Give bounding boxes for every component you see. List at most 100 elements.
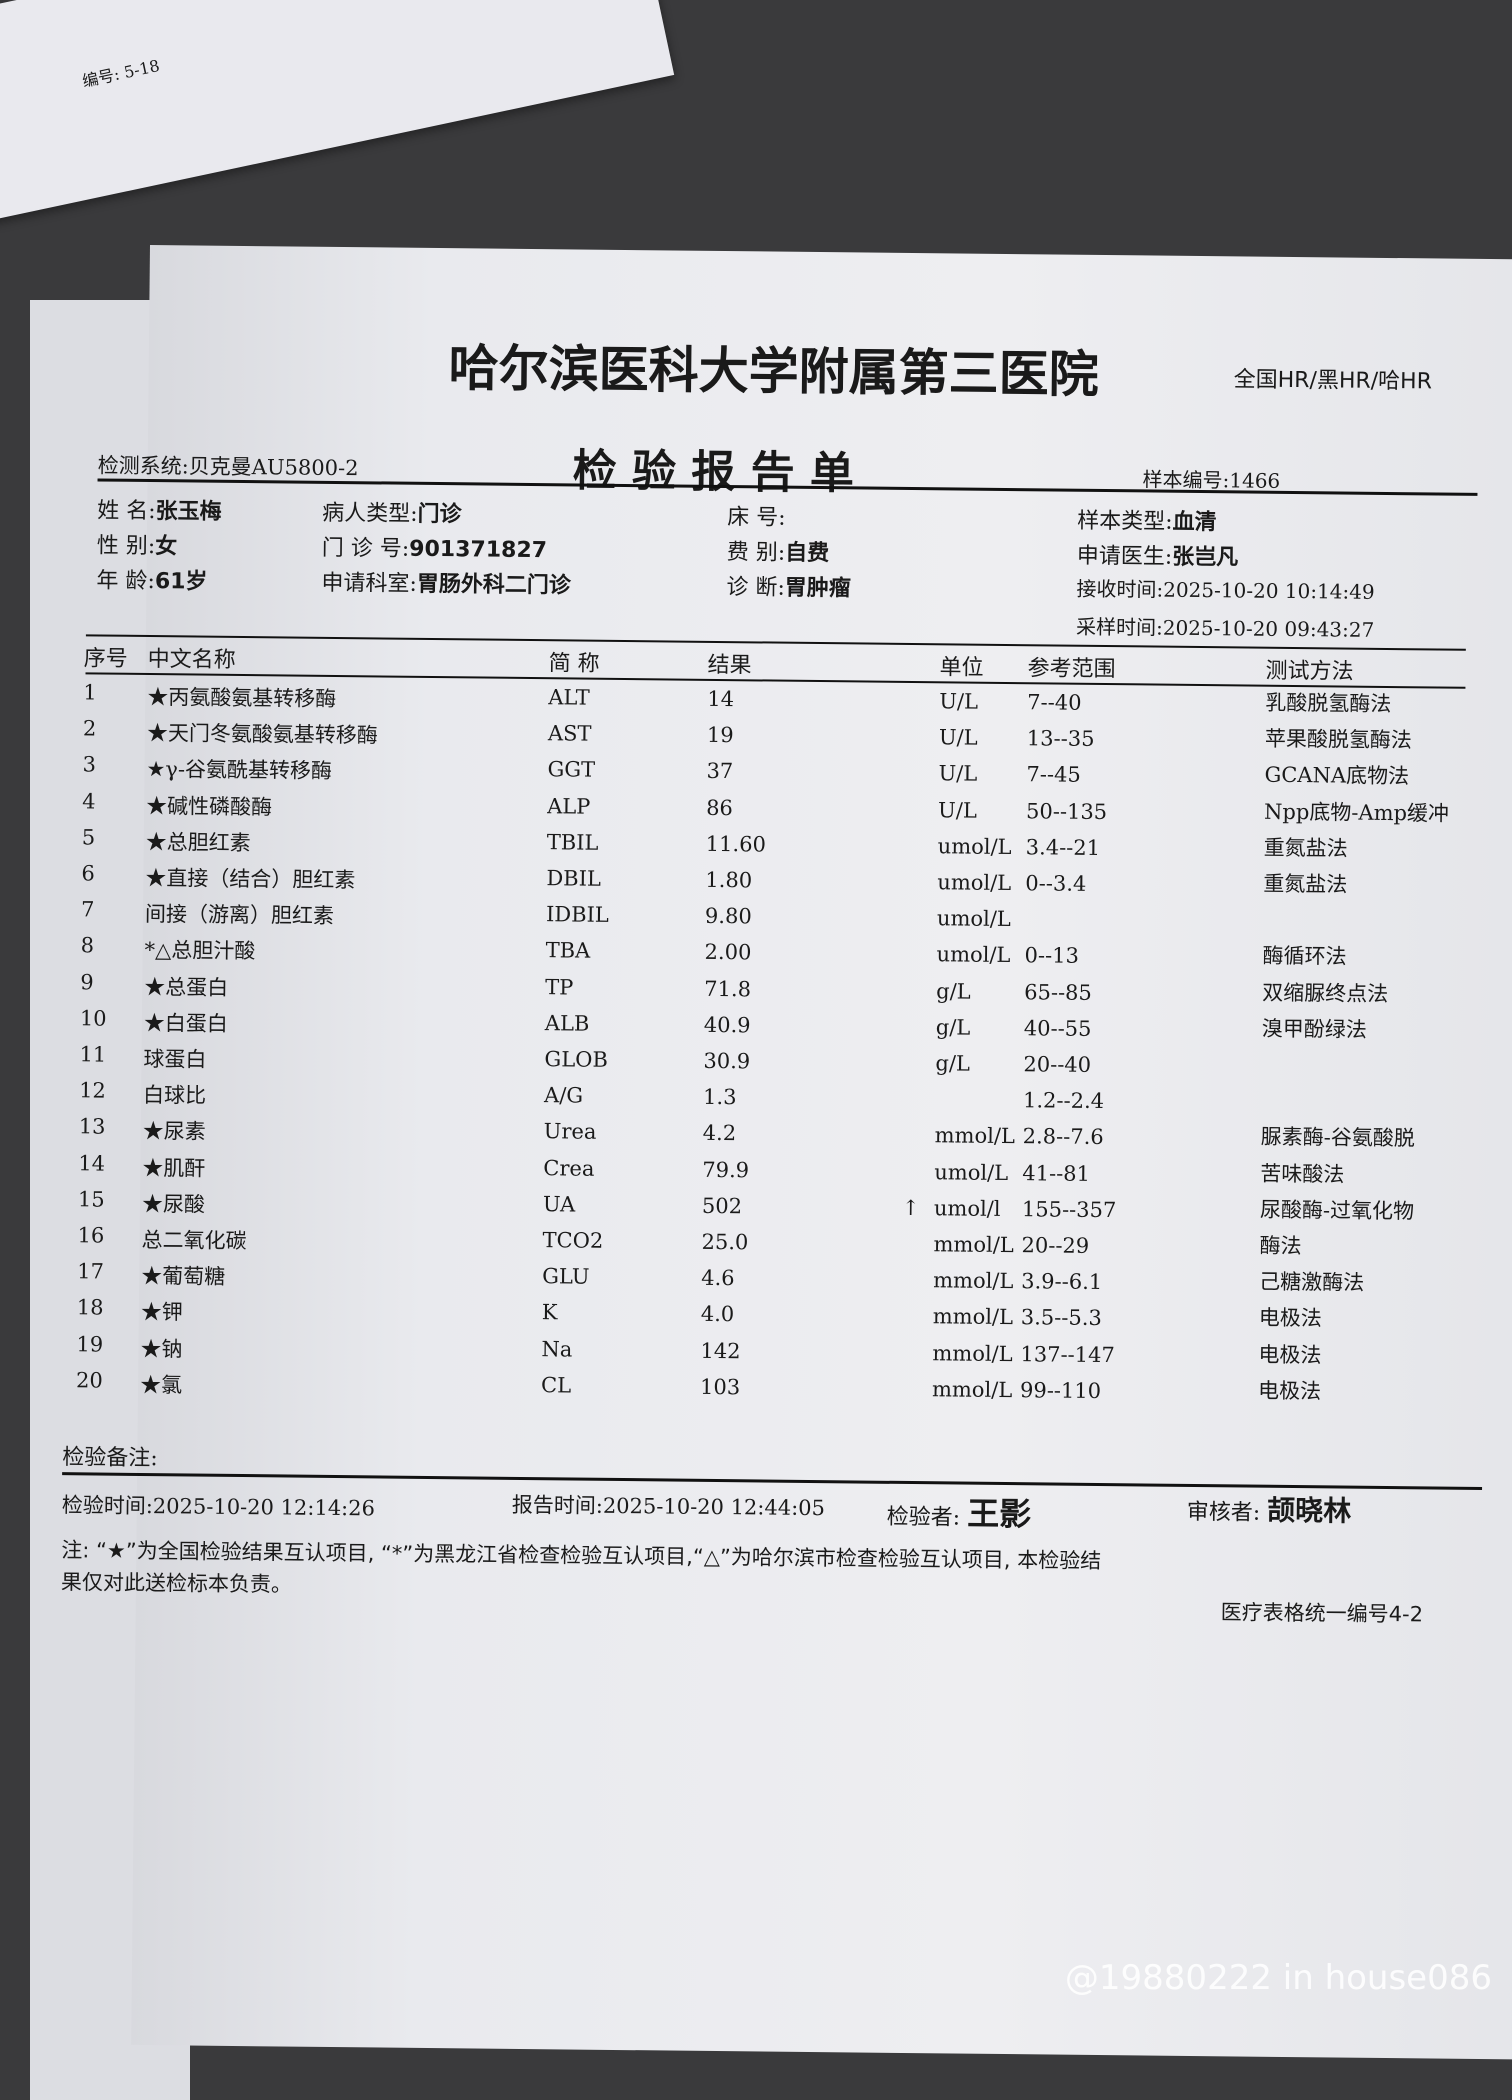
cell-result: 86 <box>706 795 733 819</box>
cell-seq: 3 <box>82 753 96 777</box>
cell-unit: umol/l <box>934 1196 1001 1221</box>
cell-seq: 17 <box>77 1259 104 1283</box>
cell-abbr: Urea <box>544 1120 597 1145</box>
cell-abbr: TCO2 <box>542 1228 603 1253</box>
cell-seq: 10 <box>80 1006 107 1030</box>
cell-name: ★钾 <box>141 1296 183 1326</box>
cell-name: ★天门冬氨酸氨基转移酶 <box>147 717 378 749</box>
cell-seq: 20 <box>76 1368 103 1392</box>
cell-range: 7--45 <box>1026 763 1081 788</box>
cell-method: 酶法 <box>1259 1230 1301 1260</box>
cell-unit: mmol/L <box>935 1124 1015 1149</box>
cell-range: 137--147 <box>1020 1342 1115 1367</box>
cell-result: 4.6 <box>701 1266 735 1290</box>
cell-seq: 6 <box>81 861 95 885</box>
cell-method: 重氮盐法 <box>1263 868 1347 899</box>
cell-abbr: ALB <box>545 1011 590 1035</box>
cell-method: 电极法 <box>1258 1374 1321 1405</box>
cell-abbr: Na <box>541 1337 572 1361</box>
age-label: 年 龄: <box>96 568 155 594</box>
form-number: 医疗表格统一编号4-2 <box>1221 1596 1424 1628</box>
cell-unit: g/L <box>935 1051 970 1075</box>
cell-abbr: CL <box>541 1373 571 1397</box>
cell-result: 2.00 <box>704 940 751 964</box>
cell-abbr: UA <box>543 1192 575 1216</box>
cell-name: ★γ-谷氨酰基转移酶 <box>146 753 332 785</box>
cell-method: 酶循环法 <box>1262 940 1346 971</box>
cell-unit: mmol/L <box>932 1341 1012 1366</box>
cell-name: ★总蛋白 <box>144 971 228 1002</box>
cell-method: 己糖激酶法 <box>1259 1266 1364 1297</box>
gender-label: 性 别: <box>97 533 156 559</box>
recognition-mark: 全国HR/黑HR/哈HR <box>1234 361 1433 395</box>
cell-result: 103 <box>700 1375 740 1399</box>
reviewer-signature: 颉晓林 <box>1267 1494 1351 1528</box>
cell-range: 1.2--2.4 <box>1023 1088 1104 1113</box>
type-label: 病人类型: <box>322 501 418 527</box>
cell-range: 0--13 <box>1024 944 1079 969</box>
patient-type: 门诊 <box>417 502 461 527</box>
header-range: 参考范围 <box>1027 650 1115 683</box>
cell-unit: U/L <box>939 725 978 749</box>
cell-seq: 9 <box>80 970 94 994</box>
doctor-label: 申请医生: <box>1077 544 1173 570</box>
cell-abbr: GLOB <box>544 1047 608 1072</box>
cell-range: 3.4--21 <box>1026 835 1101 860</box>
cell-seq: 1 <box>83 680 97 704</box>
cell-seq: 18 <box>77 1296 104 1320</box>
cell-abbr: TBIL <box>547 830 599 855</box>
dept-label: 申请科室: <box>321 571 417 597</box>
header-seq: 序号 <box>84 640 128 672</box>
cell-seq: 4 <box>82 789 96 813</box>
header-method: 测试方法 <box>1265 653 1353 686</box>
cell-method: GCANA底物法 <box>1264 759 1409 791</box>
cell-seq: 13 <box>79 1115 106 1139</box>
cell-name: ★白蛋白 <box>144 1007 228 1038</box>
cell-unit: U/L <box>939 689 978 713</box>
cell-method: 重氮盐法 <box>1264 831 1348 862</box>
cell-method: 双缩脲终点法 <box>1262 976 1388 1007</box>
cell-unit: umol/L <box>934 1160 1008 1185</box>
cell-name: ★碱性磷酸酶 <box>146 790 272 821</box>
fee-type: 自费 <box>785 541 829 566</box>
cell-unit: g/L <box>936 1015 971 1039</box>
cell-result: 19 <box>707 723 734 747</box>
cell-unit: mmol/L <box>933 1232 1013 1257</box>
cell-name: ★肌酐 <box>142 1152 205 1183</box>
cell-abbr: ALP <box>547 794 590 818</box>
cell-name: 白球比 <box>143 1079 206 1110</box>
cell-range: 155--357 <box>1022 1197 1117 1222</box>
cell-range: 41--81 <box>1022 1161 1090 1186</box>
cell-name: ★钠 <box>140 1333 182 1363</box>
cell-unit: mmol/L <box>933 1305 1013 1330</box>
cell-flag: ↑ <box>902 1196 920 1220</box>
cell-result: 502 <box>702 1194 742 1218</box>
cell-seq: 7 <box>81 898 95 922</box>
test-time: 检验时间:2025-10-20 12:14:26 <box>62 1489 375 1522</box>
name-label: 姓 名: <box>97 498 156 524</box>
cell-unit: g/L <box>936 979 971 1003</box>
cell-unit: U/L <box>938 798 977 822</box>
cell-name: 间接（游离）胆红素 <box>145 898 334 930</box>
cell-result: 71.8 <box>704 976 751 1000</box>
cell-range: 99--110 <box>1020 1378 1101 1403</box>
patient-age: 61岁 <box>155 569 208 595</box>
patient-gender: 女 <box>155 534 177 559</box>
cell-unit: U/L <box>938 762 977 786</box>
cell-name: ★葡萄糖 <box>141 1260 225 1291</box>
clinic-no: 901371827 <box>409 537 547 563</box>
cell-method: 乳酸脱氢酶法 <box>1265 687 1391 718</box>
cell-range: 40--55 <box>1024 1016 1092 1041</box>
cell-range: 0--3.4 <box>1025 871 1086 896</box>
cell-seq: 16 <box>78 1223 105 1247</box>
